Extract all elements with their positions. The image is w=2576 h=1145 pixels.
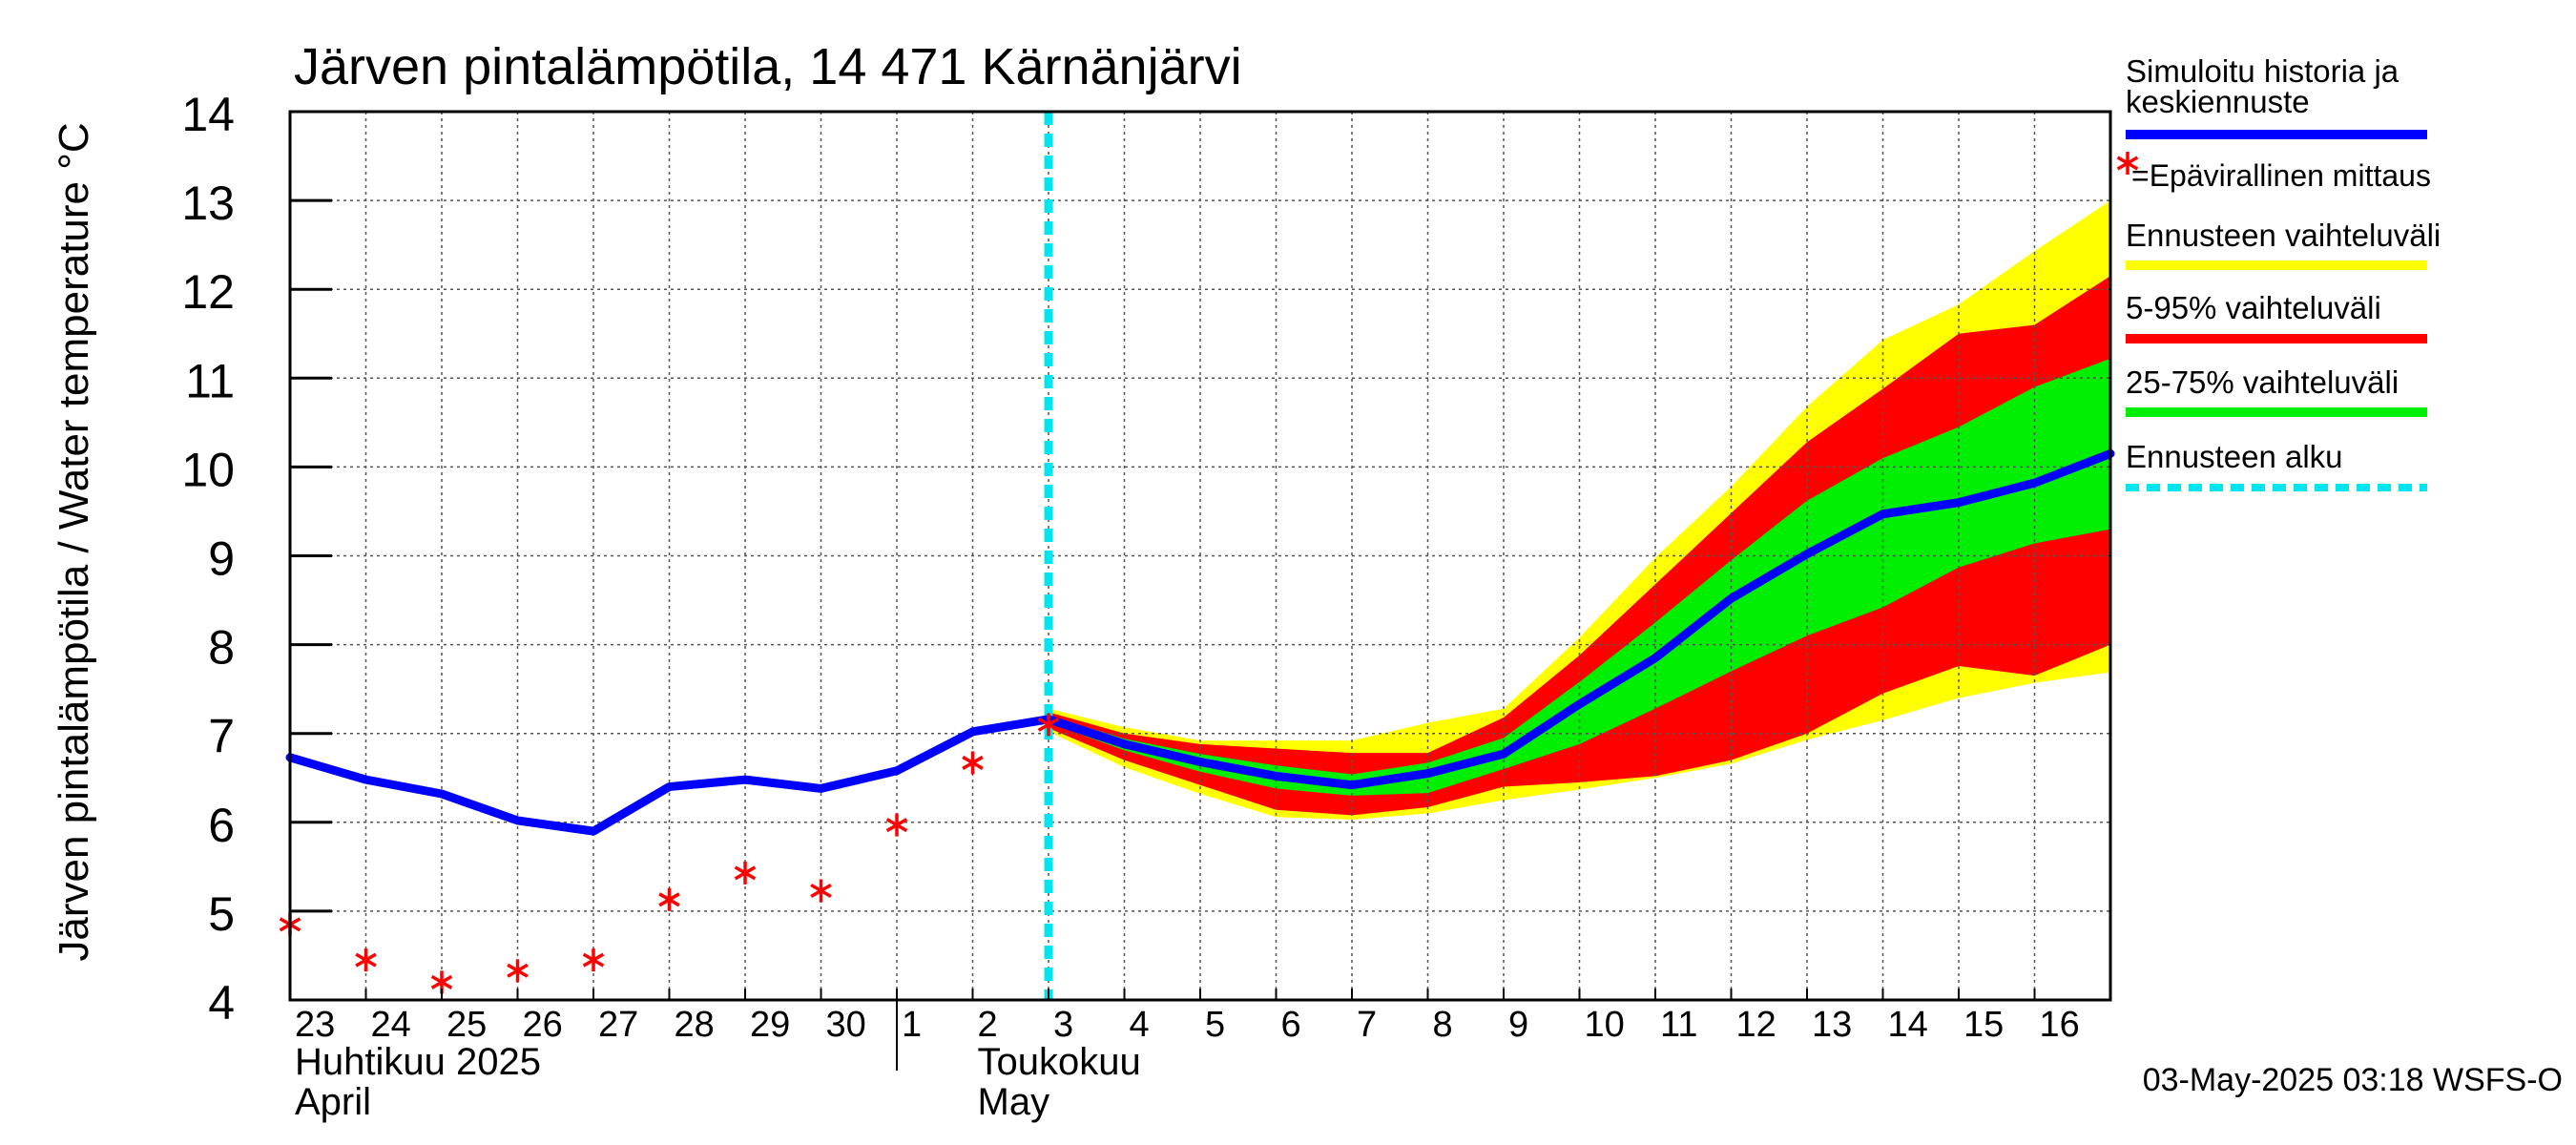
x-axis-labels: 23 24 25 26 27 28 29 30 1 2 3 4 5 6 7 8 9 10 11 12 13 14 15 16H…: [295, 1005, 2080, 1123]
y-axis-label: Järven pintalämpötila / Water temperatur…: [51, 122, 97, 961]
measurement-point: [1037, 713, 1060, 737]
axes: [288, 110, 2112, 1071]
x-tick-label: 13: [1812, 1005, 1852, 1045]
legend-item: =Epävirallinen mittaus: [2116, 152, 2431, 193]
svg-text:=Epävirallinen mittaus: =Epävirallinen mittaus: [2131, 158, 2431, 193]
y-tick-label: 8: [208, 621, 235, 675]
measurement-point: [810, 879, 832, 903]
x-tick-label: 25: [447, 1005, 487, 1045]
x-tick-label: 9: [1508, 1005, 1528, 1045]
x-tick-label: 29: [750, 1005, 790, 1045]
x-tick-label: 23: [295, 1005, 335, 1045]
month-label-fi: Huhtikuu 2025: [295, 1041, 541, 1083]
y-tick-label: 6: [208, 799, 235, 852]
x-tick-label: 24: [371, 1005, 411, 1045]
timestamp-footer: 03-May-2025 03:18 WSFS-O: [2143, 1062, 2563, 1098]
legend: Simuloitu historia ja keskiennuste =Epävir…: [2116, 53, 2441, 491]
month-label-en: April: [295, 1081, 371, 1123]
y-tick-label: 14: [181, 88, 235, 141]
x-tick-label: 3: [1053, 1005, 1073, 1045]
chart-title: Järven pintalämpötila, 14 471 Kärnänjärv…: [294, 38, 1242, 95]
measurement-point: [582, 948, 605, 972]
legend-item: Ennusteen vaihteluväli: [2126, 218, 2441, 270]
x-tick-label: 7: [1357, 1005, 1377, 1045]
measurement-point: [658, 887, 680, 911]
series-line-0: [285, 448, 2115, 836]
y-tick-label: 10: [181, 443, 235, 496]
y-tick-label: 5: [208, 887, 235, 941]
x-tick-label: 30: [826, 1005, 866, 1045]
y-tick-label: 11: [185, 354, 235, 407]
y-axis-tick-labels: 4 5 6 7 8 9 10 11 12 13 14: [181, 88, 235, 1030]
measurement-point: [507, 959, 529, 983]
x-tick-label: 16: [2040, 1005, 2080, 1045]
y-tick-label: 9: [208, 532, 235, 586]
svg-text:5-95% vaihteluväli: 5-95% vaihteluväli: [2126, 290, 2381, 325]
month-label-en: May: [978, 1081, 1050, 1123]
x-tick-label: 15: [1963, 1005, 2004, 1045]
y-tick-label: 7: [208, 710, 235, 763]
x-tick-label: 5: [1205, 1005, 1225, 1045]
svg-text:25-75% vaihteluväli: 25-75% vaihteluväli: [2126, 364, 2399, 400]
x-tick-label: 2: [978, 1005, 998, 1045]
x-tick-label: 11: [1660, 1005, 1697, 1045]
legend-item: 25-75% vaihteluväli: [2126, 364, 2427, 417]
x-tick-label: 28: [675, 1005, 715, 1045]
measurement-point: [355, 948, 377, 972]
x-tick-label: 10: [1585, 1005, 1625, 1045]
measurement-point: [885, 813, 908, 837]
month-label-fi: Toukokuu: [978, 1041, 1141, 1083]
measurement-point: [962, 751, 984, 775]
legend-item: Ennusteen alku: [2126, 439, 2427, 491]
x-tick-label: 26: [523, 1005, 563, 1045]
series-layer: [285, 448, 2115, 836]
x-tick-label: 1: [902, 1005, 922, 1045]
y-tick-label: 4: [208, 976, 235, 1030]
x-tick-label: 14: [1888, 1005, 1928, 1045]
band-1: [1049, 276, 2110, 816]
legend-item: Simuloitu historia ja keskiennuste: [2126, 53, 2427, 139]
x-tick-label: 8: [1433, 1005, 1453, 1045]
y-tick-label: 13: [181, 177, 235, 230]
x-tick-label: 27: [598, 1005, 638, 1045]
svg-text:Ennusteen vaihteluväli: Ennusteen vaihteluväli: [2126, 218, 2441, 253]
x-tick-label: 12: [1736, 1005, 1776, 1045]
x-tick-label: 6: [1281, 1005, 1301, 1045]
x-tick-label: 4: [1130, 1005, 1150, 1045]
measurement-point: [734, 861, 757, 885]
svg-text:Ennusteen alku: Ennusteen alku: [2126, 439, 2343, 474]
y-tick-label: 12: [181, 265, 235, 319]
legend-item: 5-95% vaihteluväli: [2126, 290, 2427, 344]
